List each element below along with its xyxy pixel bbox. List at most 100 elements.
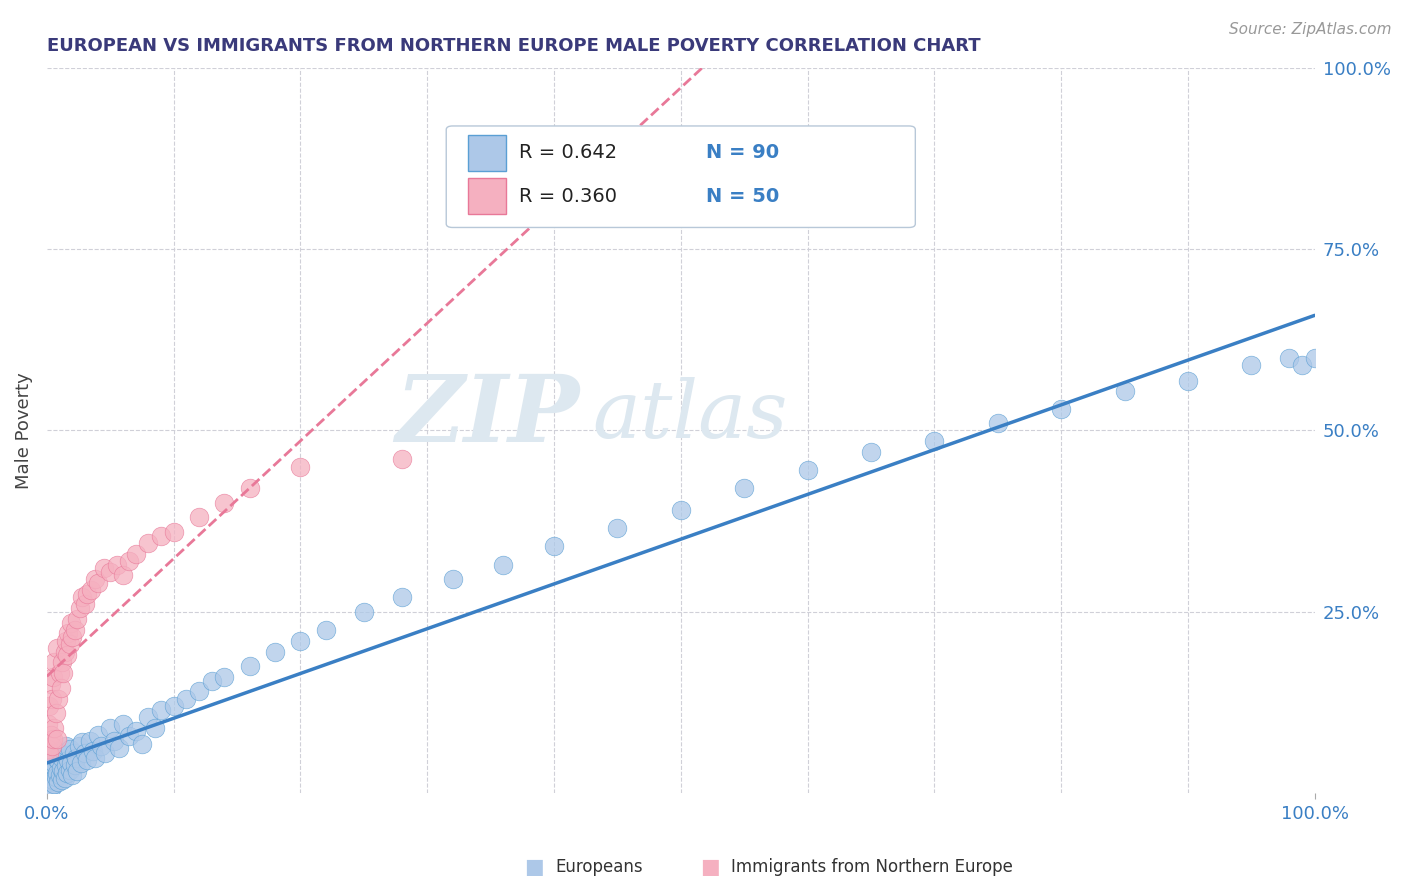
Point [76,753,98,767]
Point [859,445,882,459]
Point [353,605,375,619]
Point [38,698,60,713]
Point [46,691,69,706]
Point [1050,401,1073,416]
Point [76,586,98,600]
Point [46,744,69,758]
Point [44,656,66,670]
Point [55,739,77,753]
Point [188,510,211,524]
Text: ■: ■ [524,857,544,877]
Text: ■: ■ [700,857,720,877]
Text: ZIP: ZIP [395,371,579,461]
Point [201,673,224,688]
Point [42,670,65,684]
Point [163,524,186,539]
Point [136,710,159,724]
Point [59,763,82,777]
Point [796,463,818,477]
Point [264,644,287,658]
Point [38,746,60,760]
Point [55,633,77,648]
Point [37,761,59,775]
Point [150,528,173,542]
Text: R = 0.642: R = 0.642 [519,144,617,162]
Point [143,721,166,735]
Text: R = 0.360: R = 0.360 [519,186,616,206]
Point [41,749,63,764]
Point [46,765,69,780]
Point [42,731,65,746]
Point [118,730,141,744]
Point [39,779,62,793]
Point [59,742,82,756]
Point [1114,384,1136,398]
Point [39,677,62,691]
Point [37,717,59,731]
Point [1177,374,1199,388]
Point [94,746,117,760]
Point [80,582,103,597]
Point [124,724,146,739]
Point [924,434,946,449]
Point [987,416,1010,430]
Point [38,753,60,767]
Point [42,746,65,760]
Point [73,746,96,760]
Point [41,739,63,753]
Point [67,739,90,753]
Point [606,521,628,535]
Point [84,751,107,765]
Point [51,751,73,765]
Point [44,721,66,735]
Point [59,756,82,770]
Point [669,503,692,517]
Point [37,772,59,786]
Point [39,728,62,742]
Point [45,751,67,765]
Point [59,615,82,630]
Point [56,648,79,663]
Point [46,775,69,789]
Point [214,496,236,510]
Point [48,746,70,760]
Point [150,703,173,717]
Point [441,572,464,586]
Text: Immigrants from Northern Europe: Immigrants from Northern Europe [731,858,1012,876]
Text: Source: ZipAtlas.com: Source: ZipAtlas.com [1229,22,1392,37]
Point [53,748,76,763]
Point [86,575,108,590]
Point [63,758,86,772]
Point [1240,358,1263,372]
Point [66,764,89,779]
Point [58,753,80,767]
Point [214,670,236,684]
Point [98,721,121,735]
Point [41,691,63,706]
Point [49,681,72,695]
Point [53,644,76,658]
Point [51,772,73,787]
Point [72,735,94,749]
Point [118,554,141,568]
Point [290,459,312,474]
Point [45,706,67,721]
Text: N = 90: N = 90 [706,144,779,162]
Point [79,733,101,747]
Point [46,753,69,767]
Point [290,633,312,648]
Point [63,623,86,637]
Point [543,540,565,554]
Point [62,746,84,760]
Point [131,737,153,751]
Point [46,640,69,655]
Point [69,601,91,615]
Point [39,756,62,771]
Point [103,733,125,747]
Point [42,772,65,787]
Point [391,452,413,467]
Point [111,717,134,731]
Point [56,765,79,780]
Point [1278,351,1301,365]
Bar [468,178,506,214]
